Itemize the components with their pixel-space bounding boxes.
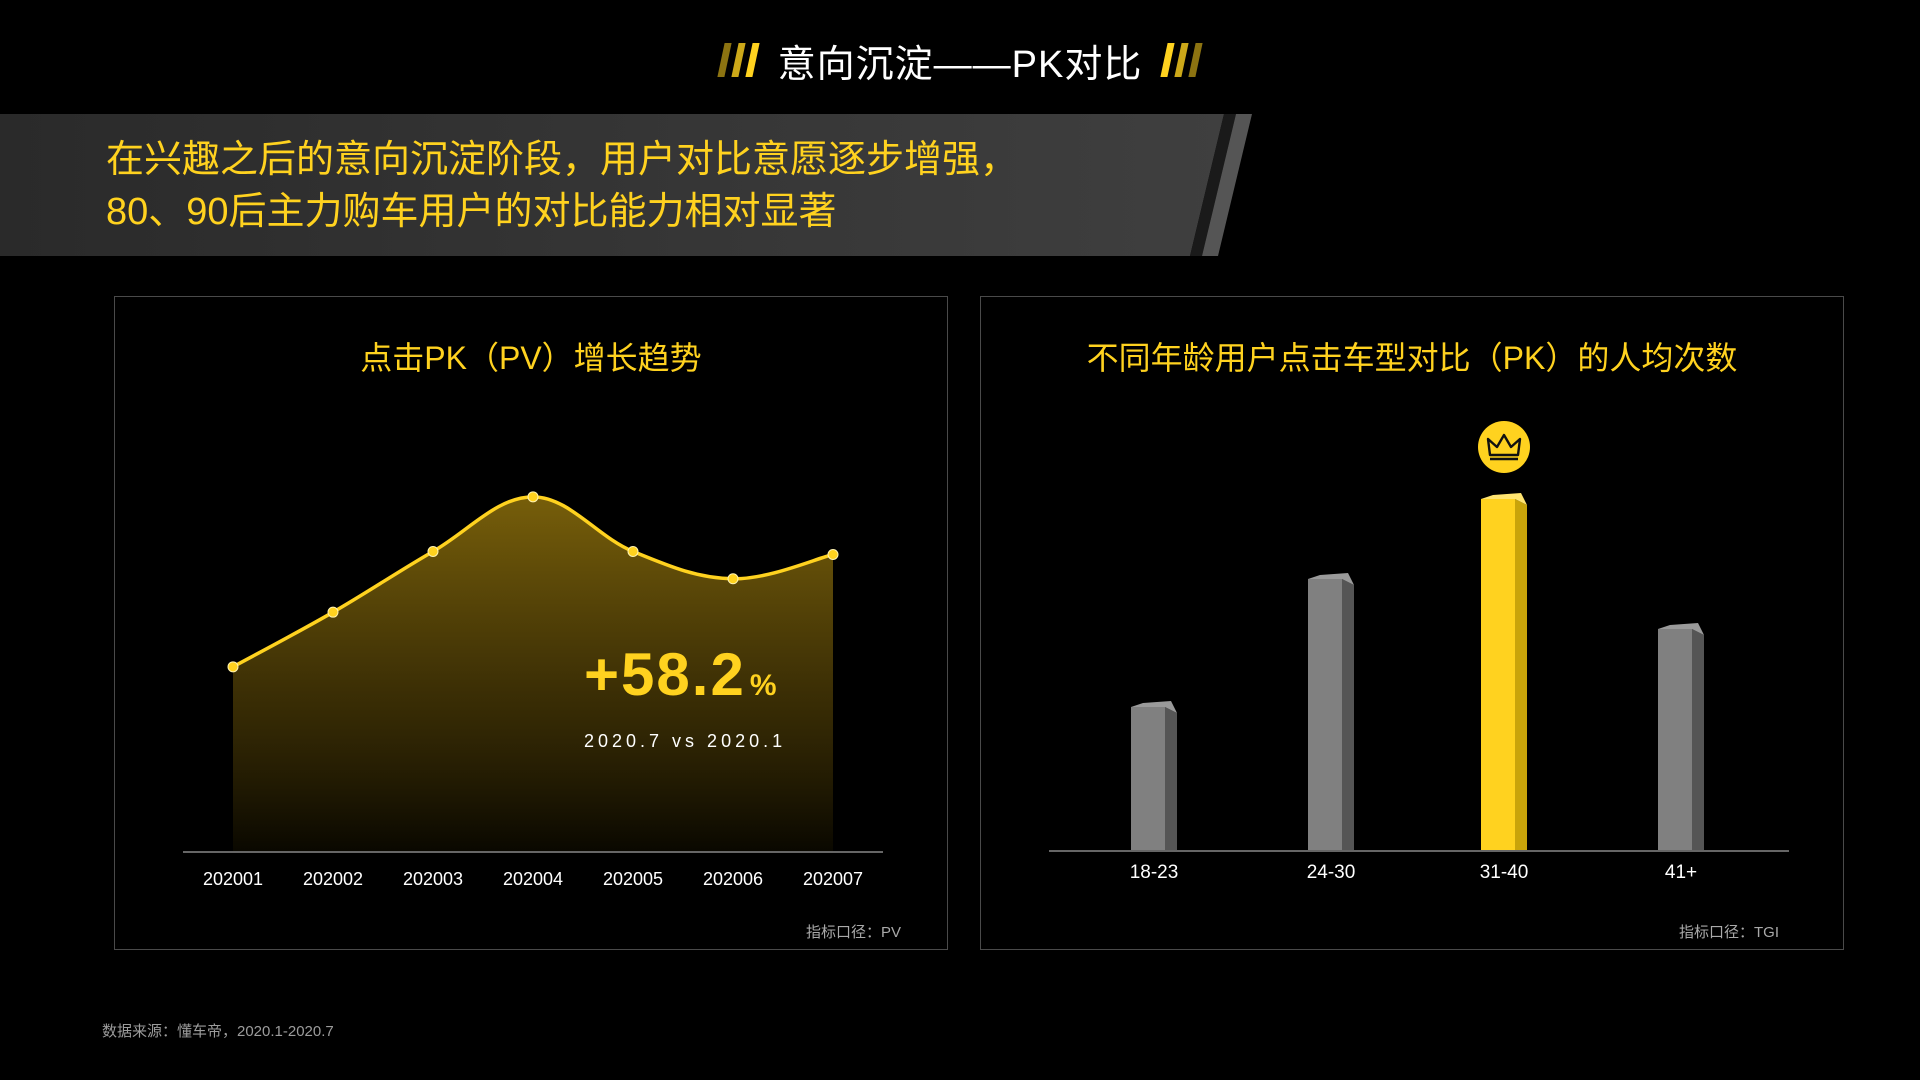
pk-trend-area (233, 496, 833, 852)
age-pk-bar (1658, 623, 1704, 851)
pk-trend-x-tick: 202005 (603, 869, 663, 889)
pk-trend-x-tick: 202007 (803, 869, 863, 889)
age-pk-chart: 18-23 24-30 31-40 41+ (1049, 421, 1789, 883)
age-pk-bar (1481, 493, 1527, 851)
growth-number: +58.2 (584, 641, 746, 708)
pk-trend-chart: 202001 202002 202003 202004 202005 202006 2020… (183, 491, 883, 889)
age-pk-x-tick: 31-40 (1480, 862, 1529, 883)
banner-edge-light (1202, 114, 1252, 256)
title-decoration-right (1160, 43, 1203, 77)
pk-trend-point (327, 606, 339, 618)
age-pk-bar (1308, 573, 1354, 851)
data-source: 数据来源：懂车帝，2020.1-2020.7 (102, 1023, 334, 1040)
age-pk-x-tick: 41+ (1665, 862, 1697, 883)
pk-trend-title: 点击PK（PV）增长趋势 (360, 340, 702, 376)
growth-compare: 2020.7 vs 2020.1 (584, 731, 786, 751)
age-pk-x-tick: 24-30 (1307, 862, 1356, 883)
growth-value: +58.2% (584, 641, 779, 708)
headline-line-2: 80、90后主力购车用户的对比能力相对显著 (106, 191, 837, 233)
age-pk-note: 指标口径：TGI (1679, 924, 1779, 941)
age-pk-title: 不同年龄用户点击车型对比（PK）的人均次数 (1086, 340, 1738, 376)
growth-unit: % (750, 669, 779, 702)
crown-icon (1478, 421, 1530, 473)
pk-trend-point (827, 549, 839, 560)
pk-trend-point (627, 545, 639, 557)
banner-edge-dark (1190, 114, 1236, 256)
headline-text: 在兴趣之后的意向沉淀阶段，用户对比意愿逐步增强， 80、90后主力购车用户的对比… (106, 134, 1018, 238)
pk-trend-note: 指标口径：PV (805, 924, 901, 941)
age-pk-bar (1131, 701, 1177, 851)
title-decoration-left (717, 43, 760, 77)
pk-trend-point (527, 491, 539, 503)
pk-trend-x-tick: 202002 (303, 869, 363, 889)
pk-trend-point (727, 573, 739, 585)
age-pk-panel: 不同年龄用户点击车型对比（PK）的人均次数 18-23 24-30 31-40 41+… (980, 296, 1844, 950)
pk-trend-panel: 点击PK（PV）增长趋势 202001 202002 202003 202004 202… (114, 296, 948, 950)
page-title-bar: 意向沉淀——PK对比 (0, 30, 1920, 90)
headline-line-1: 在兴趣之后的意向沉淀阶段，用户对比意愿逐步增强， (106, 139, 1019, 181)
banner-background (0, 114, 1224, 256)
pk-trend-point (227, 661, 239, 673)
age-pk-x-tick: 18-23 (1130, 862, 1179, 883)
pk-trend-x-tick: 202004 (503, 869, 563, 889)
pk-trend-x-tick: 202006 (703, 869, 763, 889)
pk-trend-x-tick: 202001 (203, 869, 263, 889)
pk-trend-x-tick: 202003 (403, 869, 463, 889)
pk-trend-point (427, 545, 439, 557)
headline-banner (0, 114, 1252, 256)
page-title: 意向沉淀——PK对比 (777, 43, 1143, 86)
